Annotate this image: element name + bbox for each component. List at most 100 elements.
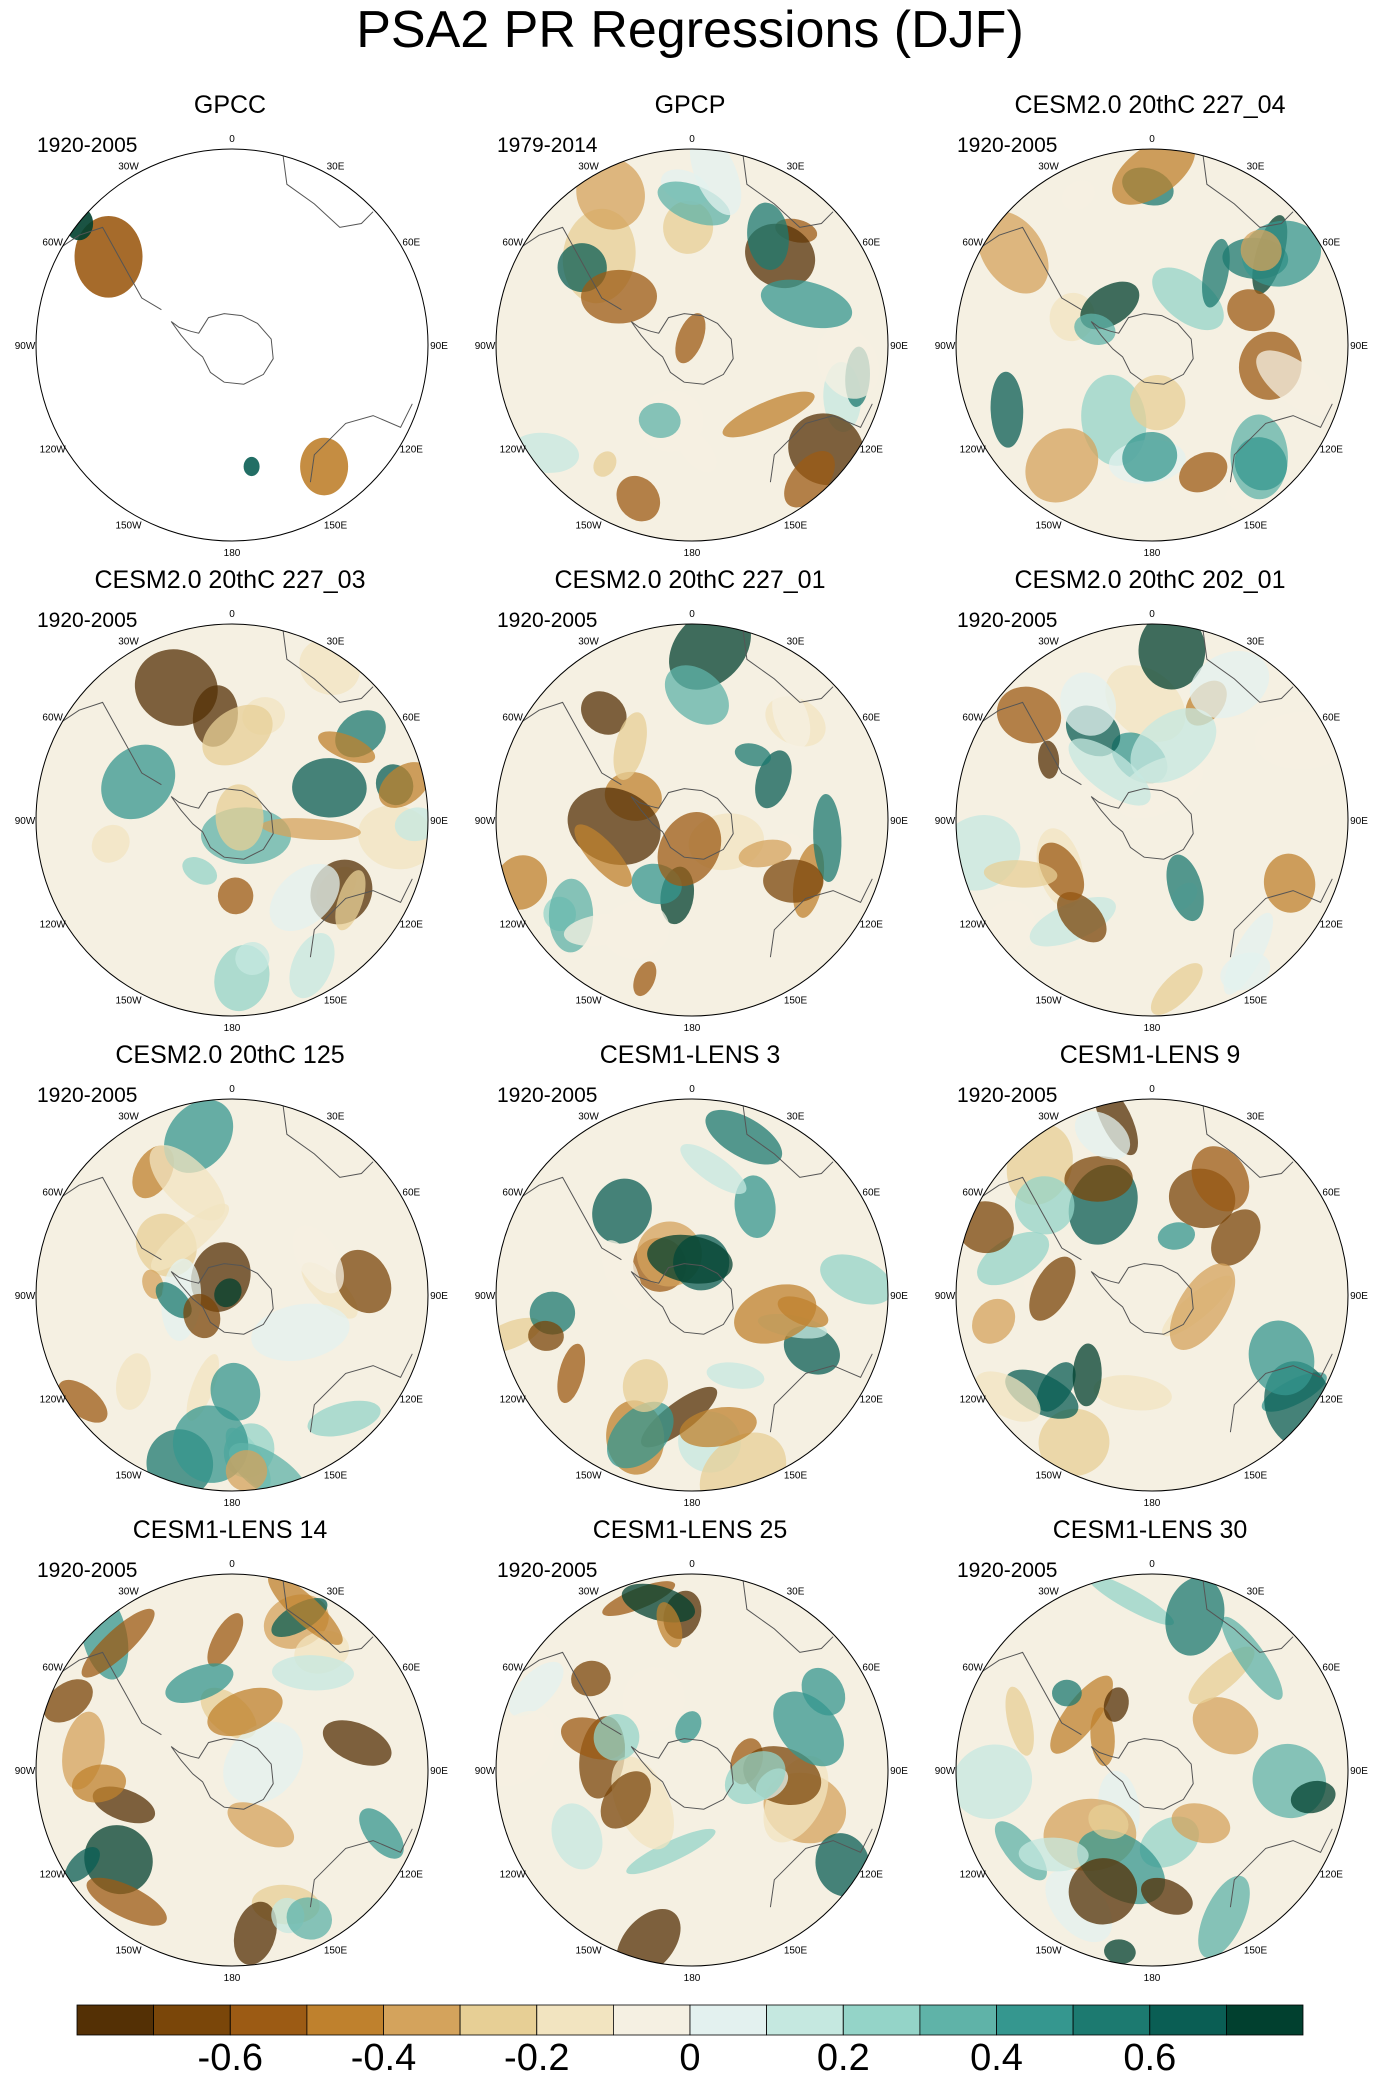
longitude-label: 120W: [500, 1395, 527, 1406]
anomaly-blob: [528, 1320, 564, 1351]
anomaly-blob: [286, 1897, 333, 1940]
anomaly-blob: [335, 1249, 392, 1314]
anomaly-blob: [225, 1450, 268, 1491]
longitude-label: 180: [224, 1498, 241, 1509]
continent-coastline: [309, 1353, 413, 1433]
anomaly-blob: [1198, 1875, 1250, 1959]
anomaly-blob: [1052, 1679, 1082, 1707]
anomaly-blob: [318, 731, 376, 764]
continent-coastline: [742, 629, 834, 703]
longitude-label: 60E: [862, 1663, 880, 1674]
anomaly-blob: [1090, 1707, 1115, 1767]
map-boundary: [495, 1098, 889, 1492]
longitude-label: 90W: [15, 1766, 36, 1777]
anomaly-blob: [1038, 842, 1085, 901]
anomaly-blob: [1074, 313, 1116, 345]
panel-title: CESM1-LENS 30: [1052, 1516, 1248, 1544]
colorbar-tick-label: 0.2: [816, 2037, 870, 2079]
map-panel: CESM1-LENS 3 1920-2005 0 30E 60E 90E 120E 150…: [460, 1040, 920, 1515]
anomaly-blob: [657, 811, 722, 887]
colorbar-swatch: [919, 2004, 997, 2036]
longitude-label: 60W: [42, 713, 63, 724]
longitude-label: 90E: [1350, 1766, 1368, 1777]
antarctica-coastline: [630, 313, 734, 385]
anomaly-blob: [633, 961, 657, 997]
longitude-label: 60E: [862, 1188, 880, 1199]
colorbar-tick-label: 0.6: [1123, 2037, 1177, 2079]
polar-map: 0 30E 60E 90E 120E 150E 180 150W 120W 90W 60W 30W: [935, 134, 1369, 559]
anomaly-field: [956, 1574, 1336, 1965]
anomaly-blob: [1248, 1320, 1315, 1396]
map-panel: CESM1-LENS 14 1920-2005 0 30E 60E 90E 120E 15…: [0, 1515, 460, 1990]
anomaly-blob: [1227, 289, 1275, 332]
continent-coastline: [1202, 154, 1294, 228]
antarctica-coastline: [170, 1738, 274, 1810]
polar-map: 0 30E 60E 90E 120E 150E 180 150W 120W 90W 60W 30W: [15, 1559, 449, 1984]
longitude-label: 90W: [15, 1291, 36, 1302]
anomaly-blob: [977, 1231, 1050, 1286]
anomaly-blob: [165, 1663, 234, 1704]
longitude-label: 60E: [862, 238, 880, 249]
colorbar-tick-label: 0: [679, 2037, 701, 2079]
longitude-label: 30E: [1247, 1587, 1265, 1598]
longitude-label: 60E: [402, 1188, 420, 1199]
anomaly-blob: [974, 1371, 1041, 1422]
longitude-label: 0: [689, 609, 695, 620]
continent-coastline: [742, 1579, 834, 1653]
longitude-label: 60W: [42, 238, 63, 249]
anomaly-field: [91, 638, 428, 1012]
continent-coastline: [282, 1579, 374, 1653]
anomaly-blob: [1061, 180, 1095, 211]
anomaly-blob: [207, 1613, 244, 1667]
anomaly-blob: [1104, 1939, 1136, 1965]
longitude-label: 30W: [578, 1587, 599, 1598]
continent-coastline: [769, 1353, 873, 1433]
longitude-label: 150W: [1035, 995, 1062, 1006]
antarctica-coastline: [170, 1263, 274, 1335]
anomaly-blob: [664, 665, 729, 725]
anomaly-blob: [1029, 1256, 1076, 1321]
continent-coastline: [515, 226, 622, 311]
colorbar-swatch: [153, 2004, 231, 2036]
colorbar-swatch: [842, 2004, 921, 2036]
anomaly-blob: [251, 1303, 350, 1362]
longitude-label: 120E: [1320, 1395, 1344, 1406]
continent-coastline: [309, 878, 413, 958]
anomaly-field: [496, 1109, 888, 1491]
anomaly-blob: [289, 933, 335, 999]
longitude-label: 30E: [327, 1112, 345, 1123]
longitude-label: 90W: [475, 816, 496, 827]
longitude-label: 120W: [960, 1395, 987, 1406]
longitude-label: 180: [1144, 548, 1161, 559]
map-panel: CESM2.0 20thC 227_01 1920-2005 0 30E 60E 90…: [460, 565, 920, 1040]
longitude-label: 180: [684, 548, 701, 559]
panel-title: CESM2.0 20thC 202_01: [1014, 566, 1286, 594]
anomaly-blob: [607, 1401, 674, 1469]
longitude-label: 90W: [15, 816, 36, 827]
longitude-label: 120W: [500, 1870, 527, 1881]
anomaly-blob: [677, 430, 717, 473]
anomaly-blob: [1074, 1111, 1131, 1160]
anomaly-blob: [820, 1254, 888, 1305]
longitude-label: 90W: [475, 1291, 496, 1302]
continent-coastline: [975, 1176, 1082, 1261]
anomaly-blob: [1068, 738, 1151, 806]
longitude-label: 150E: [784, 520, 808, 531]
anomaly-blob: [1005, 1369, 1079, 1419]
continent-coastline: [282, 1104, 374, 1178]
anomaly-blob: [1263, 853, 1316, 913]
longitude-label: 60E: [1322, 713, 1340, 724]
longitude-label: 0: [1149, 609, 1155, 620]
anomaly-blob: [1050, 1675, 1113, 1754]
longitude-label: 120W: [40, 1870, 67, 1881]
longitude-label: 150W: [1035, 520, 1062, 531]
anomaly-blob: [613, 712, 647, 780]
anomaly-blob: [227, 1802, 295, 1848]
continent-coastline: [742, 154, 834, 228]
anomaly-blob: [1157, 1222, 1196, 1250]
anomaly-blob: [1038, 740, 1060, 779]
anomaly-blob: [1122, 431, 1178, 482]
map-boundary: [35, 623, 429, 1017]
continent-coastline: [1202, 1104, 1294, 1178]
panel-title: CESM2.0 20thC 227_03: [94, 566, 366, 594]
